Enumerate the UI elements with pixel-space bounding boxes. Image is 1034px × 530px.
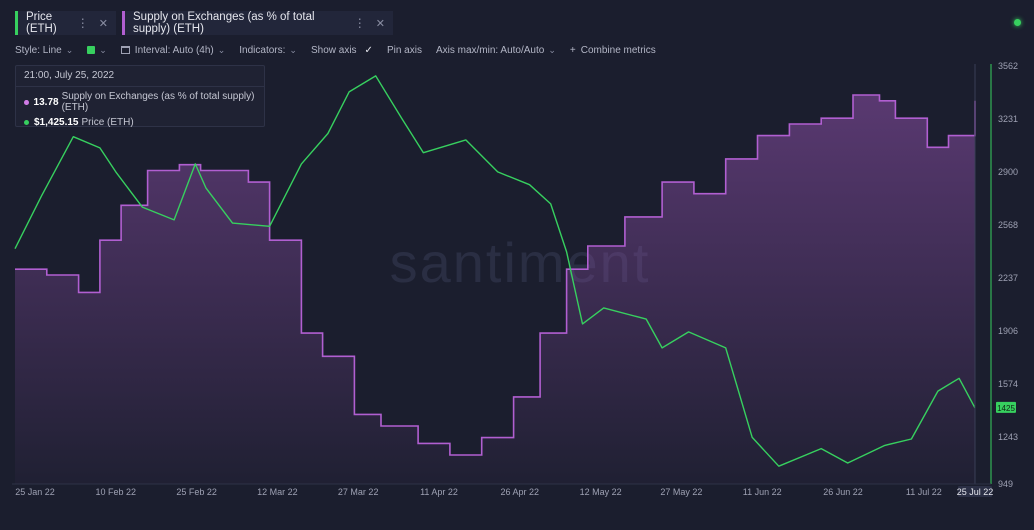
- y-tick-label: 3231: [998, 114, 1018, 124]
- color-swatch-icon: [87, 46, 96, 54]
- style-dropdown[interactable]: Style: Line ⌄: [15, 45, 73, 56]
- calendar-icon: [120, 46, 130, 54]
- metric-tab-supply-on-exchanges[interactable]: Supply on Exchanges (as % of total suppl…: [122, 11, 393, 35]
- indicators-dropdown[interactable]: Indicators: ⌄: [239, 45, 297, 56]
- tooltip-date: 21:00, July 25, 2022: [16, 66, 264, 87]
- interval-label: Interval: Auto (4h): [134, 44, 214, 56]
- x-tick-label: 26 Apr 22: [501, 487, 540, 497]
- axis-maxmin-label: Axis max/min: Auto/Auto: [435, 44, 545, 56]
- close-icon[interactable]: ✕: [98, 17, 108, 30]
- x-tick-label: 27 May 22: [660, 487, 702, 497]
- current-price-label: 1425: [997, 404, 1015, 413]
- combine-metrics-button[interactable]: + Combine metrics: [570, 45, 656, 56]
- chevron-down-icon: ⌄: [217, 44, 226, 55]
- chevron-down-icon: ⌄: [99, 44, 107, 55]
- y-tick-label: 949: [998, 479, 1013, 489]
- current-price-badge: [996, 401, 1016, 413]
- checkmark-icon: ✓: [364, 44, 373, 56]
- interval-dropdown[interactable]: Interval: Auto (4h) ⌄: [120, 44, 226, 56]
- y-tick-label: 1574: [998, 379, 1018, 389]
- chevron-down-icon: ⌄: [548, 44, 556, 55]
- series-dot: [24, 120, 29, 125]
- chart-tooltip: 21:00, July 25, 2022 13.78 Supply on Exc…: [15, 65, 265, 128]
- plus-icon: +: [569, 44, 576, 56]
- x-tick-label: 11 Jul 22: [906, 487, 942, 497]
- indicators-label: Indicators:: [239, 44, 286, 56]
- x-tick-label: 12 May 22: [580, 487, 622, 497]
- price-series-line: [14, 75, 976, 467]
- more-vertical-icon[interactable]: ⋮: [76, 16, 89, 30]
- metric-tab-label: Supply on Exchanges (as % of total suppl…: [133, 11, 315, 35]
- x-tick-label: 11 Apr 22: [420, 487, 458, 497]
- tooltip-row-supply: 13.78 Supply on Exchanges (as % of total…: [16, 91, 264, 113]
- x-tick-label: 25 Feb 22: [176, 487, 217, 497]
- pin-axis-label: Pin axis: [386, 44, 422, 56]
- x-tick-label: 25 Jul 22: [957, 487, 994, 497]
- style-label: Style: Line: [15, 44, 62, 56]
- series-dot: [24, 99, 29, 105]
- metric-tab-price[interactable]: Price (ETH) ⋮ ✕: [15, 11, 116, 35]
- x-tick-label: 26 Jun 22: [823, 487, 863, 497]
- close-icon[interactable]: ✕: [375, 17, 385, 30]
- y-tick-label: 1906: [998, 326, 1018, 336]
- y-tick-label: 2900: [998, 167, 1018, 177]
- show-axis-toggle[interactable]: Show axis ✓: [311, 45, 373, 56]
- x-tick-label: 10 Feb 22: [96, 487, 137, 497]
- y-tick-label: 3562: [998, 61, 1018, 71]
- show-axis-label: Show axis: [310, 44, 357, 56]
- metric-tab-label: Price (ETH): [26, 11, 57, 35]
- chevron-down-icon: ⌄: [65, 44, 74, 55]
- x-tick-label: 25 Jan 22: [15, 487, 55, 497]
- live-status-indicator: [1014, 19, 1021, 26]
- x-tick-label: 12 Mar 22: [257, 487, 298, 497]
- x-current-date-badge: [958, 486, 992, 497]
- combine-metrics-label: Combine metrics: [580, 44, 656, 56]
- chart-toolbar: Style: Line ⌄ ⌄ Interval: Auto (4h) ⌄ In…: [15, 43, 670, 57]
- tooltip-value: 13.78: [33, 96, 59, 108]
- x-tick-label: 27 Mar 22: [338, 487, 379, 497]
- y-tick-label: 2237: [998, 273, 1018, 283]
- axis-maxmin-dropdown[interactable]: Axis max/min: Auto/Auto ⌄: [436, 45, 556, 56]
- tooltip-row-price: $1,425.15 Price (ETH): [16, 117, 264, 128]
- tooltip-value: $1,425.15: [34, 117, 79, 128]
- y-tick-label: 2568: [998, 220, 1018, 230]
- chevron-down-icon: ⌄: [289, 44, 297, 55]
- supply-series-line: [15, 94, 976, 456]
- x-tick-label: 11 Jun 22: [743, 487, 782, 497]
- more-vertical-icon[interactable]: ⋮: [353, 16, 366, 30]
- tooltip-label: Price (ETH): [81, 117, 134, 128]
- supply-series-area: [15, 95, 975, 484]
- tooltip-label: Supply on Exchanges (as % of total suppl…: [61, 91, 255, 113]
- color-picker[interactable]: ⌄: [87, 45, 107, 56]
- pin-axis-toggle[interactable]: Pin axis: [387, 45, 422, 56]
- y-tick-label: 1243: [998, 432, 1018, 442]
